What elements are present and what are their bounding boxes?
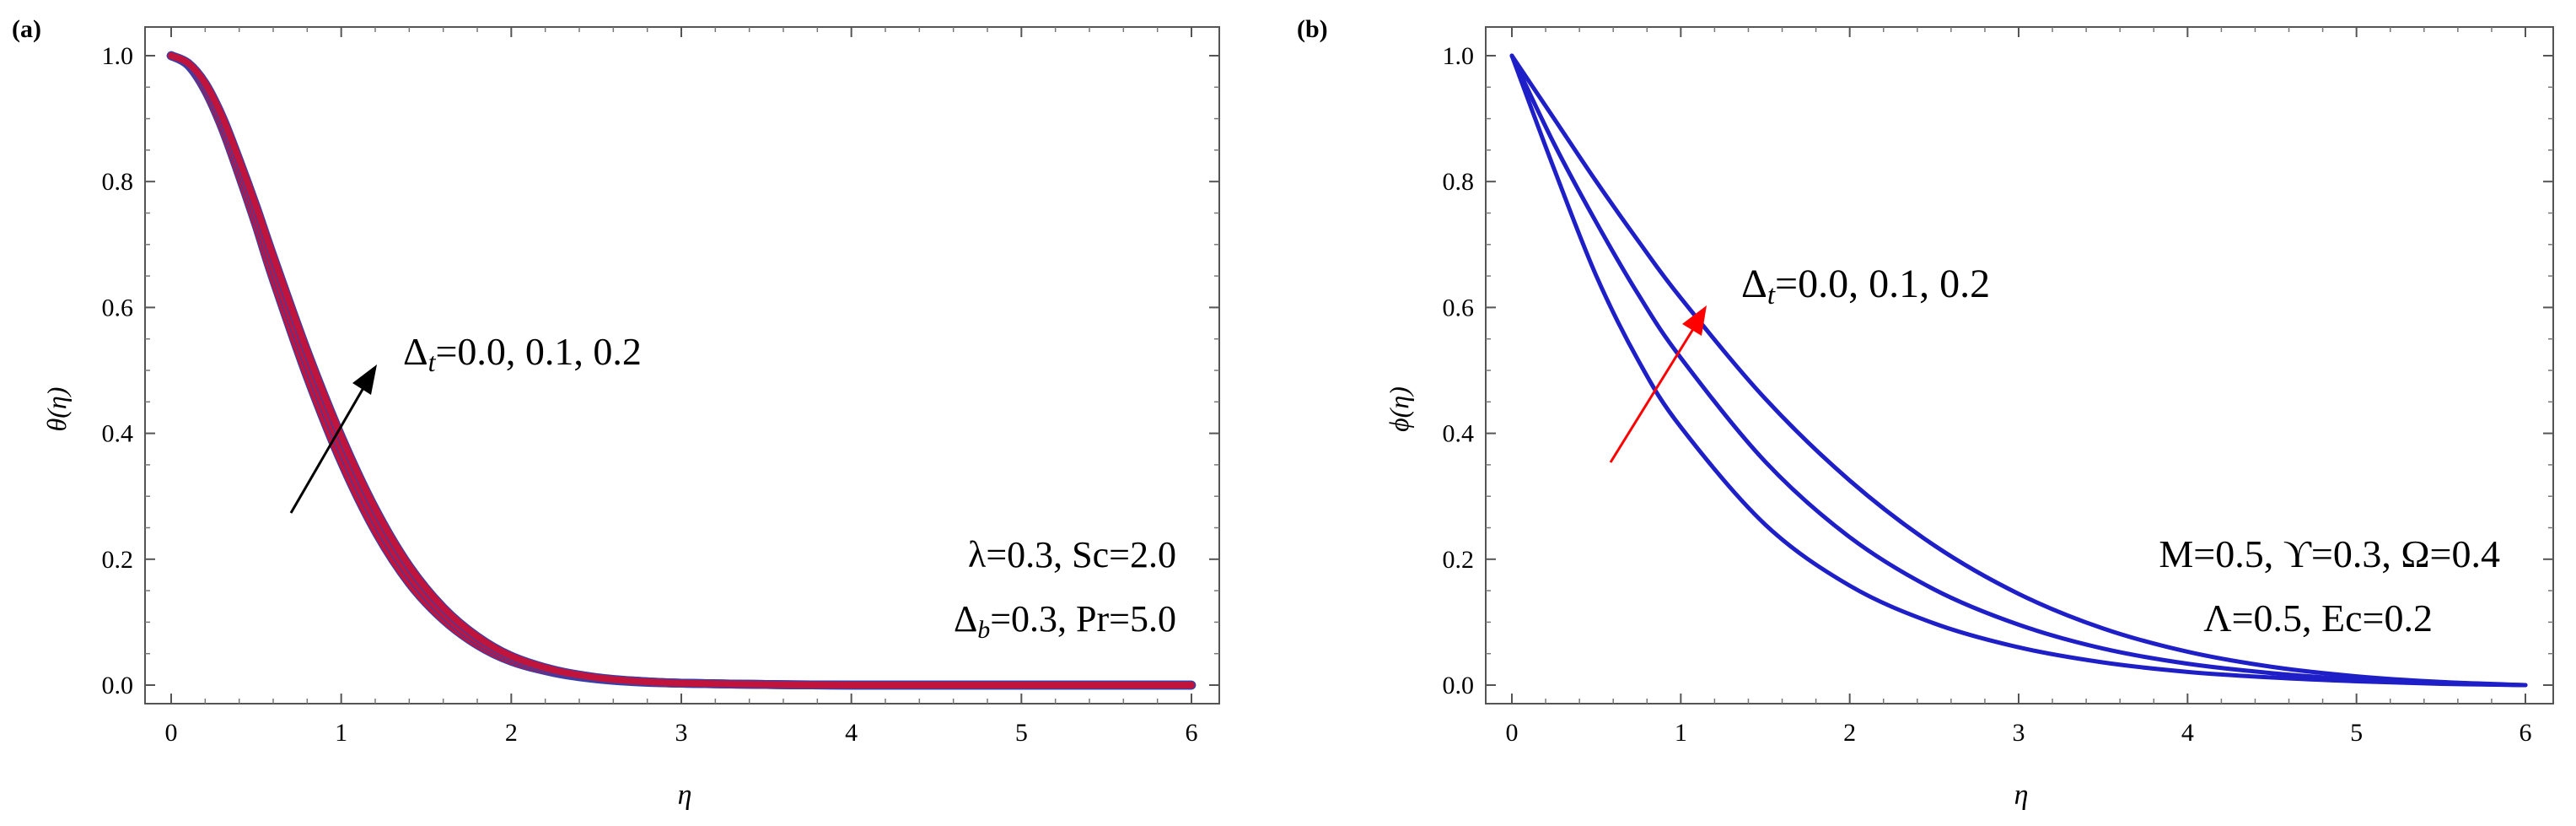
series-line-edge bbox=[166, 51, 1197, 690]
x-tick-label: 2 bbox=[1843, 719, 1856, 747]
x-tick-label: 5 bbox=[2350, 719, 2363, 747]
panel-a-y-label: θ(η) bbox=[41, 387, 72, 432]
panel-a-params-line2: Δb=0.3, Pr=5.0 bbox=[954, 598, 1176, 644]
series-line bbox=[1509, 53, 2528, 688]
y-tick-label: 0.6 bbox=[102, 294, 134, 321]
panel-a-y-ticks: 0.0 0.2 0.4 0.6 0.8 1.0 bbox=[102, 42, 1219, 699]
series-line-edge bbox=[166, 51, 1197, 690]
panel-a: (a) 0 1 2 3 4 5 6 0.0 0.2 0.4 0.6 0.8 1.0 η θ(η) Δt… bbox=[12, 15, 1220, 811]
panel-a-arrow-label-sym: Δ bbox=[403, 330, 428, 373]
x-tick-label: 3 bbox=[675, 719, 688, 747]
panel-b-arrow bbox=[1609, 328, 1695, 463]
x-tick-label: 4 bbox=[2181, 719, 2194, 747]
x-tick-label: 6 bbox=[2520, 719, 2532, 747]
y-tick-label: 0.8 bbox=[102, 168, 134, 196]
series-line-edge bbox=[166, 51, 1197, 690]
panel-b: (b) 0 1 2 3 4 5 6 0.0 0.2 0.4 0.6 0.8 1.0 η ϕ(η) Δt… bbox=[1297, 15, 2554, 811]
panel-b-arrow-label-sym: Δ bbox=[1741, 262, 1767, 306]
y-tick-label: 0.0 bbox=[1443, 672, 1475, 699]
y-tick-label: 1.0 bbox=[1443, 42, 1475, 70]
series-line bbox=[168, 52, 1195, 689]
x-tick-label: 6 bbox=[1186, 719, 1198, 747]
y-tick-label: 0.2 bbox=[102, 546, 134, 574]
panel-b-x-label: η bbox=[2014, 780, 2029, 811]
panel-b-y-ticks: 0.0 0.2 0.4 0.6 0.8 1.0 bbox=[1443, 42, 2553, 699]
panel-a-params-line2-sym: Δ bbox=[954, 598, 977, 640]
panel-a-arrow-label: Δt=0.0, 0.1, 0.2 bbox=[403, 330, 642, 377]
panel-a-label: (a) bbox=[12, 15, 41, 43]
panel-b-arrow-label: Δt=0.0, 0.1, 0.2 bbox=[1741, 262, 1990, 310]
y-tick-label: 0.4 bbox=[1443, 420, 1475, 448]
y-tick-label: 0.2 bbox=[1443, 546, 1475, 574]
x-tick-label: 5 bbox=[1015, 719, 1028, 747]
series-line bbox=[1509, 53, 2528, 688]
panel-a-arrow bbox=[289, 386, 366, 514]
x-tick-label: 1 bbox=[1675, 719, 1687, 747]
y-tick-label: 0.0 bbox=[102, 672, 134, 699]
y-tick-label: 0.6 bbox=[1443, 294, 1475, 321]
panel-b-y-label: ϕ(η) bbox=[1384, 386, 1414, 432]
panel-a-curves bbox=[166, 51, 1197, 690]
panel-b-params-line2: Λ=0.5, Ec=0.2 bbox=[2203, 597, 2433, 640]
series-line bbox=[168, 52, 1195, 689]
panel-a-params-line2-rest: =0.3, Pr=5.0 bbox=[990, 598, 1176, 640]
panel-b-x-ticks: 0 1 2 3 4 5 6 bbox=[1506, 27, 2532, 747]
series-line bbox=[1509, 53, 2528, 688]
y-tick-label: 1.0 bbox=[102, 42, 134, 70]
panel-a-params-line2-sub: b bbox=[977, 616, 990, 644]
panel-b-arrow-label-sub: t bbox=[1767, 280, 1776, 310]
panel-a-arrow-label-sub: t bbox=[428, 347, 437, 377]
y-tick-label: 0.8 bbox=[1443, 168, 1475, 196]
panel-b-label: (b) bbox=[1297, 15, 1328, 43]
panel-a-x-ticks: 0 1 2 3 4 5 6 bbox=[165, 27, 1198, 747]
panel-a-params-line1: λ=0.3, Sc=2.0 bbox=[968, 534, 1176, 575]
panel-b-params-line1: M=0.5, ϒ=0.3, Ω=0.4 bbox=[2159, 532, 2500, 575]
panel-b-arrowhead bbox=[1682, 305, 1707, 336]
panel-b-arrow-label-rest: =0.0, 0.1, 0.2 bbox=[1775, 262, 1990, 306]
panel-a-x-label: η bbox=[678, 780, 692, 811]
panel-a-arrow-label-rest: =0.0, 0.1, 0.2 bbox=[435, 330, 641, 373]
x-tick-label: 0 bbox=[1506, 719, 1519, 747]
panel-b-curves bbox=[1509, 53, 2528, 688]
x-tick-label: 0 bbox=[165, 719, 178, 747]
x-tick-label: 1 bbox=[335, 719, 347, 747]
x-tick-label: 3 bbox=[2013, 719, 2025, 747]
x-tick-label: 4 bbox=[845, 719, 858, 747]
x-tick-label: 2 bbox=[505, 719, 518, 747]
y-tick-label: 0.4 bbox=[102, 420, 134, 448]
series-line bbox=[168, 52, 1195, 689]
panel-a-arrowhead bbox=[352, 364, 377, 395]
